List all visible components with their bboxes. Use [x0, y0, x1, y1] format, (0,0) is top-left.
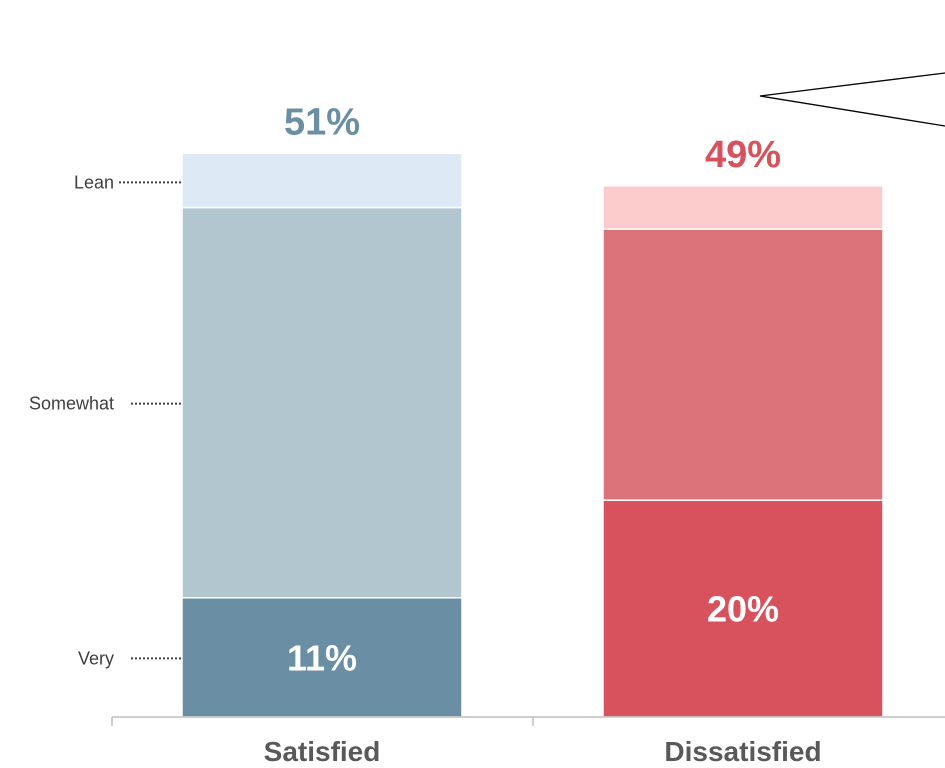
- callout-pointer: [759, 72, 945, 127]
- level-label-lean: Lean: [74, 172, 114, 192]
- level-label-very: Very: [78, 648, 114, 668]
- level-label-somewhat: Somewhat: [29, 394, 114, 414]
- bar-segment-lean: [181, 152, 463, 209]
- segment-value-label: 11%: [287, 637, 357, 678]
- bar-segment-lean: [602, 185, 884, 230]
- x-axis: [111, 716, 945, 726]
- category-label: Satisfied: [264, 736, 381, 767]
- category-label: Dissatisfied: [664, 736, 821, 767]
- bar-total-label: 49%: [705, 134, 781, 176]
- callout-shape: [759, 72, 945, 127]
- segment-value-label: 20%: [707, 589, 779, 630]
- bar-segment-somewhat: [602, 228, 884, 501]
- bar-segment-very: [602, 499, 884, 718]
- bar-segment-very: [181, 597, 463, 718]
- bar-total-label: 51%: [284, 101, 360, 143]
- level-leaders: Very Somewhat Lean: [29, 172, 181, 668]
- bars: 11% 51% 20% 49%: [181, 101, 884, 718]
- bar-segment-somewhat: [181, 206, 463, 599]
